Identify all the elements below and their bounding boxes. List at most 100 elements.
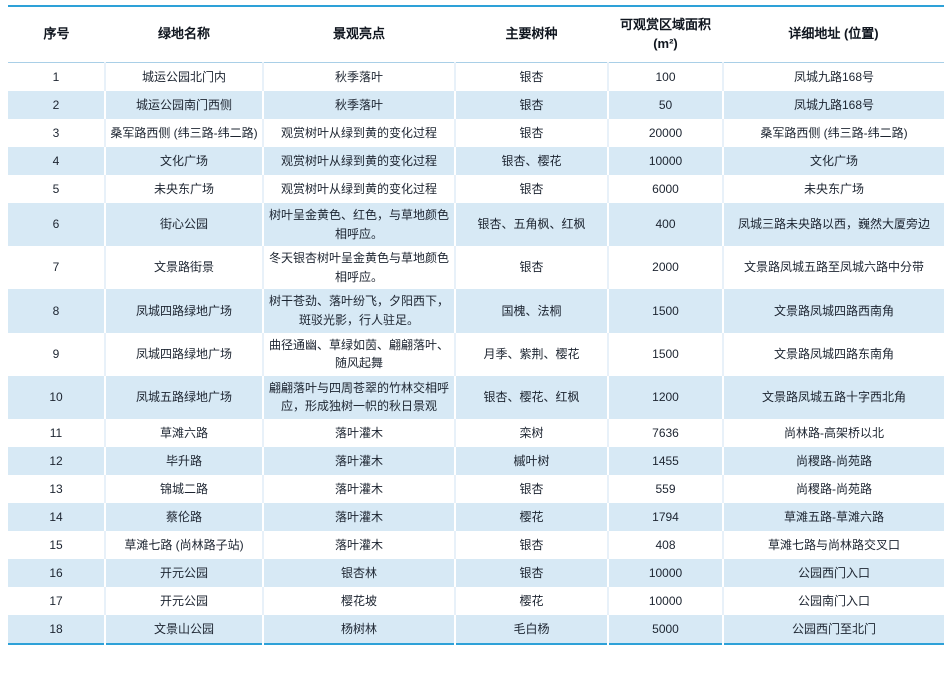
table-row: 12 毕升路 落叶灌木 槭叶树 1455 尚稷路-尚苑路 <box>8 446 944 475</box>
cell-species: 银杏 <box>454 62 608 91</box>
cell-address: 尚林路-高架桥以北 <box>722 418 944 447</box>
column-header-species: 主要树种 <box>455 6 608 63</box>
cell-area: 7636 <box>607 418 723 447</box>
table-row: 3 桑军路西侧 (纬三路-纬二路) 观赏树叶从绿到黄的变化过程 银杏 20000… <box>8 119 944 147</box>
cell-species: 银杏、樱花 <box>454 147 608 175</box>
cell-highlight: 银杏林 <box>262 558 455 587</box>
cell-name: 文景路街景 <box>104 246 263 290</box>
cell-name: 凤城五路绿地广场 <box>104 375 263 419</box>
cell-name: 毕升路 <box>104 446 263 475</box>
cell-no: 4 <box>8 147 105 175</box>
table-row: 8 凤城四路绿地广场 树干苍劲、落叶纷飞，夕阳西下，斑驳光影，行人驻足。 国槐、… <box>8 289 944 333</box>
table-header: 序号 绿地名称 景观亮点 主要树种 可观赏区域面积 (m²) 详细地址 (位置) <box>8 6 944 63</box>
cell-species: 银杏、樱花、红枫 <box>454 375 608 419</box>
cell-address: 公园南门入口 <box>722 586 944 615</box>
cell-area: 6000 <box>607 175 723 203</box>
cell-area: 559 <box>607 474 723 503</box>
cell-highlight: 曲径通幽、草绿如茵、翩翩落叶、随风起舞 <box>262 332 455 376</box>
cell-species: 樱花 <box>454 502 608 531</box>
cell-species: 银杏 <box>454 558 608 587</box>
cell-no: 12 <box>8 446 105 475</box>
cell-address: 文景路凤城四路西南角 <box>722 289 944 333</box>
table-body: 1 城运公园北门内 秋季落叶 银杏 100 凤城九路168号 2 城运公园南门西… <box>8 62 944 644</box>
cell-no: 9 <box>8 332 105 376</box>
cell-no: 11 <box>8 418 105 447</box>
cell-address: 文景路凤城五路十字西北角 <box>722 375 944 419</box>
cell-address: 尚稷路-尚苑路 <box>722 474 944 503</box>
cell-species: 银杏 <box>454 530 608 559</box>
cell-area: 408 <box>607 530 723 559</box>
cell-name: 蔡伦路 <box>104 502 263 531</box>
table-row: 17 开元公园 樱花坡 樱花 10000 公园南门入口 <box>8 586 944 615</box>
cell-area: 2000 <box>607 246 723 290</box>
table-row: 18 文景山公园 杨树林 毛白杨 5000 公园西门至北门 <box>8 614 944 644</box>
table-row: 5 未央东广场 观赏树叶从绿到黄的变化过程 银杏 6000 未央东广场 <box>8 175 944 203</box>
cell-no: 7 <box>8 246 105 290</box>
table-row: 13 锦城二路 落叶灌木 银杏 559 尚稷路-尚苑路 <box>8 474 944 503</box>
cell-species: 银杏、五角枫、红枫 <box>454 203 608 247</box>
header-row: 序号 绿地名称 景观亮点 主要树种 可观赏区域面积 (m²) 详细地址 (位置) <box>8 6 944 63</box>
cell-no: 3 <box>8 119 105 147</box>
cell-name: 文景山公园 <box>104 614 263 644</box>
table-row: 16 开元公园 银杏林 银杏 10000 公园西门入口 <box>8 558 944 587</box>
table-row: 1 城运公园北门内 秋季落叶 银杏 100 凤城九路168号 <box>8 62 944 91</box>
cell-address: 凤城三路未央路以西，巍然大厦旁边 <box>722 203 944 247</box>
table-row: 9 凤城四路绿地广场 曲径通幽、草绿如茵、翩翩落叶、随风起舞 月季、紫荆、樱花 … <box>8 332 944 376</box>
column-header-address: 详细地址 (位置) <box>723 6 944 63</box>
cell-highlight: 秋季落叶 <box>262 62 455 91</box>
table-row: 10 凤城五路绿地广场 翩翩落叶与四周苍翠的竹林交相呼应，形成独树一帜的秋日景观… <box>8 375 944 419</box>
table-row: 6 街心公园 树叶呈金黄色、红色，与草地颜色相呼应。 银杏、五角枫、红枫 400… <box>8 203 944 247</box>
cell-highlight: 落叶灌木 <box>262 446 455 475</box>
cell-area: 1455 <box>607 446 723 475</box>
cell-species: 银杏 <box>454 246 608 290</box>
cell-area: 1500 <box>607 332 723 376</box>
cell-no: 17 <box>8 586 105 615</box>
cell-species: 栾树 <box>454 418 608 447</box>
cell-highlight: 树叶呈金黄色、红色，与草地颜色相呼应。 <box>262 203 455 247</box>
cell-address: 未央东广场 <box>722 175 944 203</box>
cell-species: 樱花 <box>454 586 608 615</box>
cell-species: 月季、紫荆、樱花 <box>454 332 608 376</box>
table-row: 4 文化广场 观赏树叶从绿到黄的变化过程 银杏、樱花 10000 文化广场 <box>8 147 944 175</box>
cell-name: 城运公园北门内 <box>104 62 263 91</box>
cell-address: 文化广场 <box>722 147 944 175</box>
cell-name: 锦城二路 <box>104 474 263 503</box>
cell-species: 银杏 <box>454 119 608 147</box>
cell-address: 文景路凤城五路至凤城六路中分带 <box>722 246 944 290</box>
table-row: 2 城运公园南门西侧 秋季落叶 银杏 50 凤城九路168号 <box>8 91 944 119</box>
table-row: 11 草滩六路 落叶灌木 栾树 7636 尚林路-高架桥以北 <box>8 418 944 447</box>
cell-address: 尚稷路-尚苑路 <box>722 446 944 475</box>
cell-address: 公园西门至北门 <box>722 614 944 644</box>
cell-highlight: 落叶灌木 <box>262 474 455 503</box>
cell-name: 开元公园 <box>104 558 263 587</box>
cell-area: 10000 <box>607 586 723 615</box>
cell-no: 1 <box>8 62 105 91</box>
cell-species: 槭叶树 <box>454 446 608 475</box>
cell-highlight: 秋季落叶 <box>262 91 455 119</box>
cell-no: 18 <box>8 614 105 644</box>
cell-name: 草滩七路 (尚林路子站) <box>104 530 263 559</box>
cell-name: 草滩六路 <box>104 418 263 447</box>
foliage-viewing-table: 序号 绿地名称 景观亮点 主要树种 可观赏区域面积 (m²) 详细地址 (位置)… <box>8 5 944 645</box>
column-header-no: 序号 <box>8 6 105 63</box>
cell-address: 凤城九路168号 <box>722 62 944 91</box>
cell-name: 城运公园南门西侧 <box>104 91 263 119</box>
cell-highlight: 观赏树叶从绿到黄的变化过程 <box>262 175 455 203</box>
cell-name: 开元公园 <box>104 586 263 615</box>
cell-name: 凤城四路绿地广场 <box>104 332 263 376</box>
table-row: 7 文景路街景 冬天银杏树叶呈金黄色与草地颜色相呼应。 银杏 2000 文景路凤… <box>8 246 944 290</box>
cell-address: 草滩五路-草滩六路 <box>722 502 944 531</box>
cell-highlight: 冬天银杏树叶呈金黄色与草地颜色相呼应。 <box>262 246 455 290</box>
cell-species: 国槐、法桐 <box>454 289 608 333</box>
cell-name: 未央东广场 <box>104 175 263 203</box>
cell-name: 文化广场 <box>104 147 263 175</box>
cell-highlight: 落叶灌木 <box>262 502 455 531</box>
column-header-name: 绿地名称 <box>105 6 263 63</box>
cell-highlight: 杨树林 <box>262 614 455 644</box>
cell-highlight: 翩翩落叶与四周苍翠的竹林交相呼应，形成独树一帜的秋日景观 <box>262 375 455 419</box>
cell-species: 银杏 <box>454 91 608 119</box>
cell-no: 8 <box>8 289 105 333</box>
cell-name: 街心公园 <box>104 203 263 247</box>
cell-no: 10 <box>8 375 105 419</box>
